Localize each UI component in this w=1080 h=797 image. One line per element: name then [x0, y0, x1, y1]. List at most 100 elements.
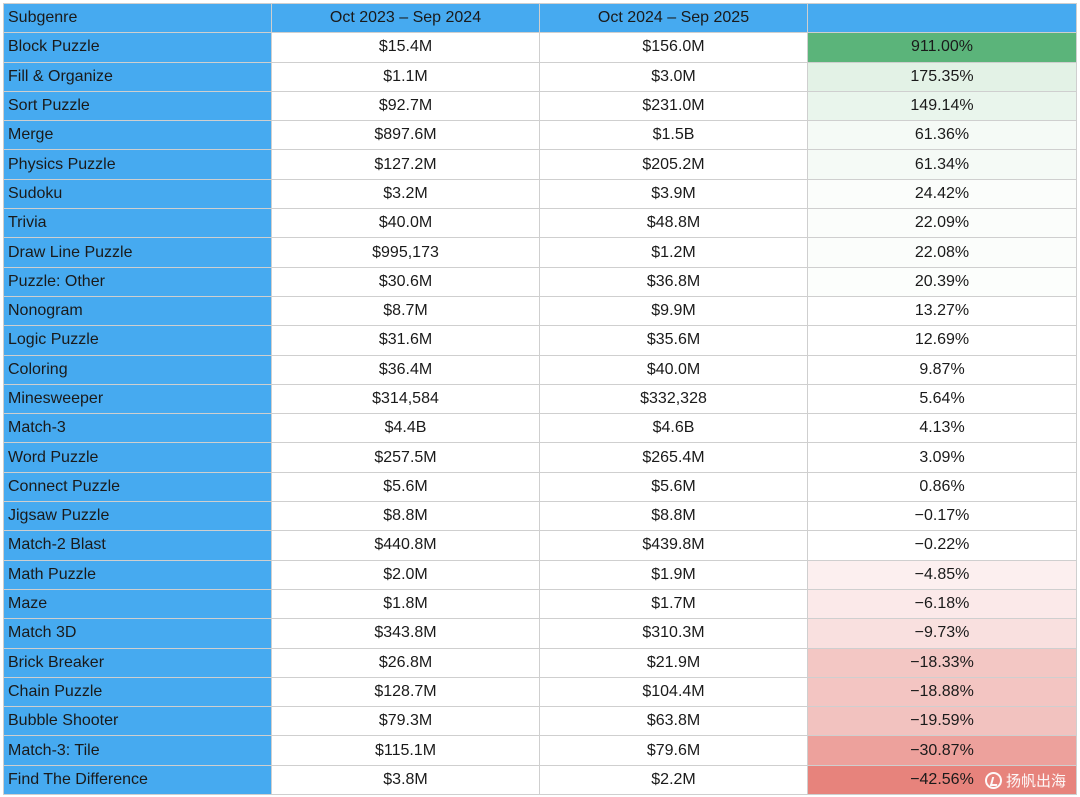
table-row: Find The Difference $3.8M $2.2M −42.56%	[3, 764, 1077, 796]
change-cell: 20.39%	[807, 266, 1077, 297]
curr-period-cell: $1.7M	[539, 588, 808, 620]
prev-period-cell: $115.1M	[271, 735, 540, 766]
curr-period-cell: $40.0M	[539, 354, 808, 385]
subgenre-cell: Minesweeper	[3, 383, 272, 415]
change-cell: −19.59%	[807, 706, 1077, 737]
change-cell: −42.56%	[807, 764, 1077, 796]
table-row: Chain Puzzle $128.7M $104.4M −18.88%	[3, 676, 1077, 708]
prev-period-cell: $2.0M	[271, 559, 540, 590]
change-cell: −18.33%	[807, 647, 1077, 678]
change-cell: −4.85%	[807, 559, 1077, 590]
curr-period-cell: $5.6M	[539, 471, 808, 503]
subgenre-cell: Coloring	[3, 354, 272, 385]
subgenre-cell: Trivia	[3, 208, 272, 239]
subgenre-cell: Math Puzzle	[3, 559, 272, 590]
table-row: Block Puzzle $15.4M $156.0M 911.00%	[3, 32, 1077, 63]
change-cell: 24.42%	[807, 178, 1077, 210]
prev-period-cell: $5.6M	[271, 471, 540, 503]
table-row: Bubble Shooter $79.3M $63.8M −19.59%	[3, 706, 1077, 737]
subgenre-cell: Sort Puzzle	[3, 90, 272, 122]
subgenre-cell: Match-2 Blast	[3, 530, 272, 561]
change-cell: −18.88%	[807, 676, 1077, 708]
subgenre-cell: Brick Breaker	[3, 647, 272, 678]
curr-period-cell: $310.3M	[539, 618, 808, 649]
prev-period-cell: $127.2M	[271, 149, 540, 180]
prev-period-cell: $3.8M	[271, 764, 540, 796]
table-row: Sort Puzzle $92.7M $231.0M 149.14%	[3, 90, 1077, 122]
subgenre-cell: Jigsaw Puzzle	[3, 501, 272, 532]
table-row: Draw Line Puzzle $995,173 $1.2M 22.08%	[3, 237, 1077, 268]
table-row: Match-3 $4.4B $4.6B 4.13%	[3, 413, 1077, 444]
table-row: Physics Puzzle $127.2M $205.2M 61.34%	[3, 149, 1077, 180]
change-cell: 61.36%	[807, 120, 1077, 151]
subgenre-cell: Nonogram	[3, 295, 272, 327]
change-cell: 61.34%	[807, 149, 1077, 180]
curr-period-cell: $231.0M	[539, 90, 808, 122]
subgenre-cell: Connect Puzzle	[3, 471, 272, 503]
change-cell: 3.09%	[807, 442, 1077, 473]
change-cell: 0.86%	[807, 471, 1077, 503]
header-prev-period: Oct 2023 – Sep 2024	[271, 2, 540, 34]
change-cell: 911.00%	[807, 32, 1077, 63]
subgenre-cell: Find The Difference	[3, 764, 272, 796]
prev-period-cell: $15.4M	[271, 32, 540, 63]
curr-period-cell: $439.8M	[539, 530, 808, 561]
change-cell: −9.73%	[807, 618, 1077, 649]
change-cell: −0.22%	[807, 530, 1077, 561]
table-row: Sudoku $3.2M $3.9M 24.42%	[3, 178, 1077, 210]
curr-period-cell: $9.9M	[539, 295, 808, 327]
prev-period-cell: $3.2M	[271, 178, 540, 210]
curr-period-cell: $8.8M	[539, 501, 808, 532]
table-body: Block Puzzle $15.4M $156.0M 911.00% Fill & O…	[3, 32, 1077, 796]
subgenre-cell: Match-3	[3, 413, 272, 444]
change-cell: 12.69%	[807, 325, 1077, 356]
prev-period-cell: $40.0M	[271, 208, 540, 239]
subgenre-cell: Draw Line Puzzle	[3, 237, 272, 268]
subgenre-cell: Puzzle: Other	[3, 266, 272, 297]
curr-period-cell: $21.9M	[539, 647, 808, 678]
prev-period-cell: $128.7M	[271, 676, 540, 708]
subgenre-cell: Fill & Organize	[3, 61, 272, 92]
watermark: 扬帆出海	[984, 770, 1066, 791]
subgenre-cell: Word Puzzle	[3, 442, 272, 473]
table-row: Brick Breaker $26.8M $21.9M −18.33%	[3, 647, 1077, 678]
subgenre-cell: Sudoku	[3, 178, 272, 210]
table-row: Fill & Organize $1.1M $3.0M 175.35%	[3, 61, 1077, 92]
change-cell: 4.13%	[807, 413, 1077, 444]
prev-period-cell: $257.5M	[271, 442, 540, 473]
curr-period-cell: $48.8M	[539, 208, 808, 239]
change-cell: 22.08%	[807, 237, 1077, 268]
header-curr-period: Oct 2024 – Sep 2025	[539, 2, 808, 34]
watermark-text: 扬帆出海	[1005, 772, 1066, 790]
curr-period-cell: $3.0M	[539, 61, 808, 92]
prev-period-cell: $4.4B	[271, 413, 540, 444]
subgenre-cell: Chain Puzzle	[3, 676, 272, 708]
curr-period-cell: $104.4M	[539, 676, 808, 708]
curr-period-cell: $36.8M	[539, 266, 808, 297]
change-cell: 13.27%	[807, 295, 1077, 327]
prev-period-cell: $440.8M	[271, 530, 540, 561]
prev-period-cell: $30.6M	[271, 266, 540, 297]
prev-period-cell: $8.7M	[271, 295, 540, 327]
subgenre-cell: Merge	[3, 120, 272, 151]
prev-period-cell: $31.6M	[271, 325, 540, 356]
header-row: Subgenre Oct 2023 – Sep 2024 Oct 2024 – …	[3, 2, 1077, 34]
prev-period-cell: $79.3M	[271, 706, 540, 737]
curr-period-cell: $1.5B	[539, 120, 808, 151]
prev-period-cell: $1.8M	[271, 588, 540, 620]
subgenre-cell: Match 3D	[3, 618, 272, 649]
change-cell: 5.64%	[807, 383, 1077, 415]
subgenre-cell: Logic Puzzle	[3, 325, 272, 356]
curr-period-cell: $63.8M	[539, 706, 808, 737]
change-cell: 175.35%	[807, 61, 1077, 92]
subgenre-cell: Bubble Shooter	[3, 706, 272, 737]
subgenre-cell: Maze	[3, 588, 272, 620]
table-row: Match-2 Blast $440.8M $439.8M −0.22%	[3, 530, 1077, 561]
prev-period-cell: $314,584	[271, 383, 540, 415]
curr-period-cell: $35.6M	[539, 325, 808, 356]
prev-period-cell: $1.1M	[271, 61, 540, 92]
table-row: Match-3: Tile $115.1M $79.6M −30.87%	[3, 735, 1077, 766]
prev-period-cell: $8.8M	[271, 501, 540, 532]
brand-logo-icon	[984, 772, 1002, 789]
table-row: Puzzle: Other $30.6M $36.8M 20.39%	[3, 266, 1077, 297]
